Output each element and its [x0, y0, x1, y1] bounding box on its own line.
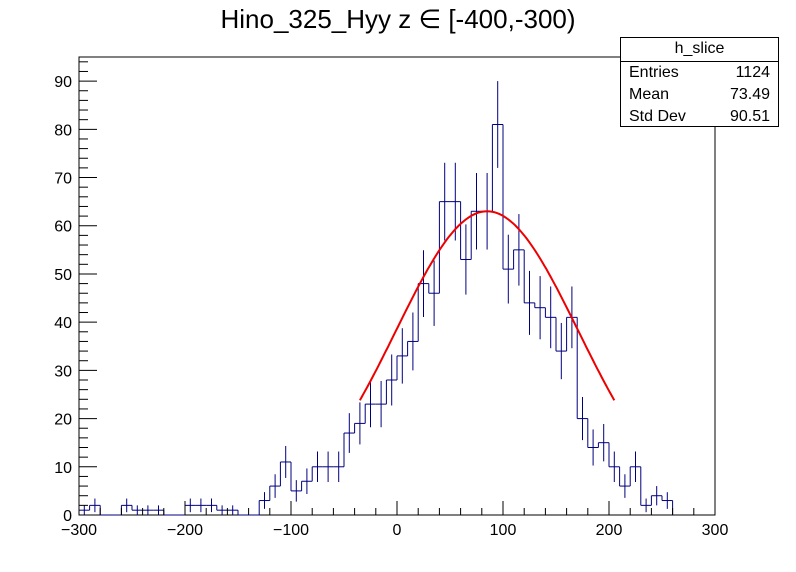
chart-title: Hino_325_Hyy z ∈ [-400,-300)	[220, 4, 576, 34]
stats-row-stddev: Std Dev 90.51	[621, 106, 778, 128]
y-tick-label: 60	[54, 219, 72, 236]
x-tick-label: −100	[273, 522, 309, 539]
stats-stddev-value: 90.51	[729, 108, 770, 125]
x-tick-label: −300	[61, 522, 97, 539]
stats-entries-value: 1124	[735, 64, 770, 81]
stats-stddev-label: Std Dev	[629, 108, 686, 125]
stats-row-entries: Entries 1124	[621, 62, 778, 84]
stats-box: h_slice Entries 1124 Mean 73.49 Std Dev …	[620, 37, 779, 127]
y-tick-label: 70	[54, 171, 72, 188]
y-tick-label: 10	[54, 460, 72, 477]
y-tick-label: 20	[54, 412, 72, 429]
x-tick-label: −200	[167, 522, 203, 539]
y-tick-label: 50	[54, 267, 72, 284]
fit-curve-layer	[359, 210, 616, 401]
x-tick-label: 300	[702, 522, 729, 539]
y-tick-label: 40	[54, 315, 72, 332]
y-tick-label: 0	[63, 508, 72, 525]
stats-entries-label: Entries	[629, 64, 679, 81]
stats-name: h_slice	[621, 38, 778, 62]
gaussian-fit-curve	[359, 210, 616, 401]
x-tick-label: 100	[490, 522, 517, 539]
axes: −300 −200 −100 0 100 200 300 0 10 20 30 40 50 60 70 80 9…	[54, 61, 729, 539]
histogram-bars	[78, 81, 674, 516]
y-tick-label: 30	[54, 363, 72, 380]
stats-mean-label: Mean	[629, 86, 670, 103]
x-tick-label: 200	[596, 522, 623, 539]
stats-row-mean: Mean 73.49	[621, 84, 778, 106]
y-tick-label: 90	[54, 74, 72, 91]
y-tick-label: 80	[54, 122, 72, 139]
x-tick-label: 0	[393, 522, 402, 539]
stats-mean-value: 73.49	[729, 86, 770, 103]
